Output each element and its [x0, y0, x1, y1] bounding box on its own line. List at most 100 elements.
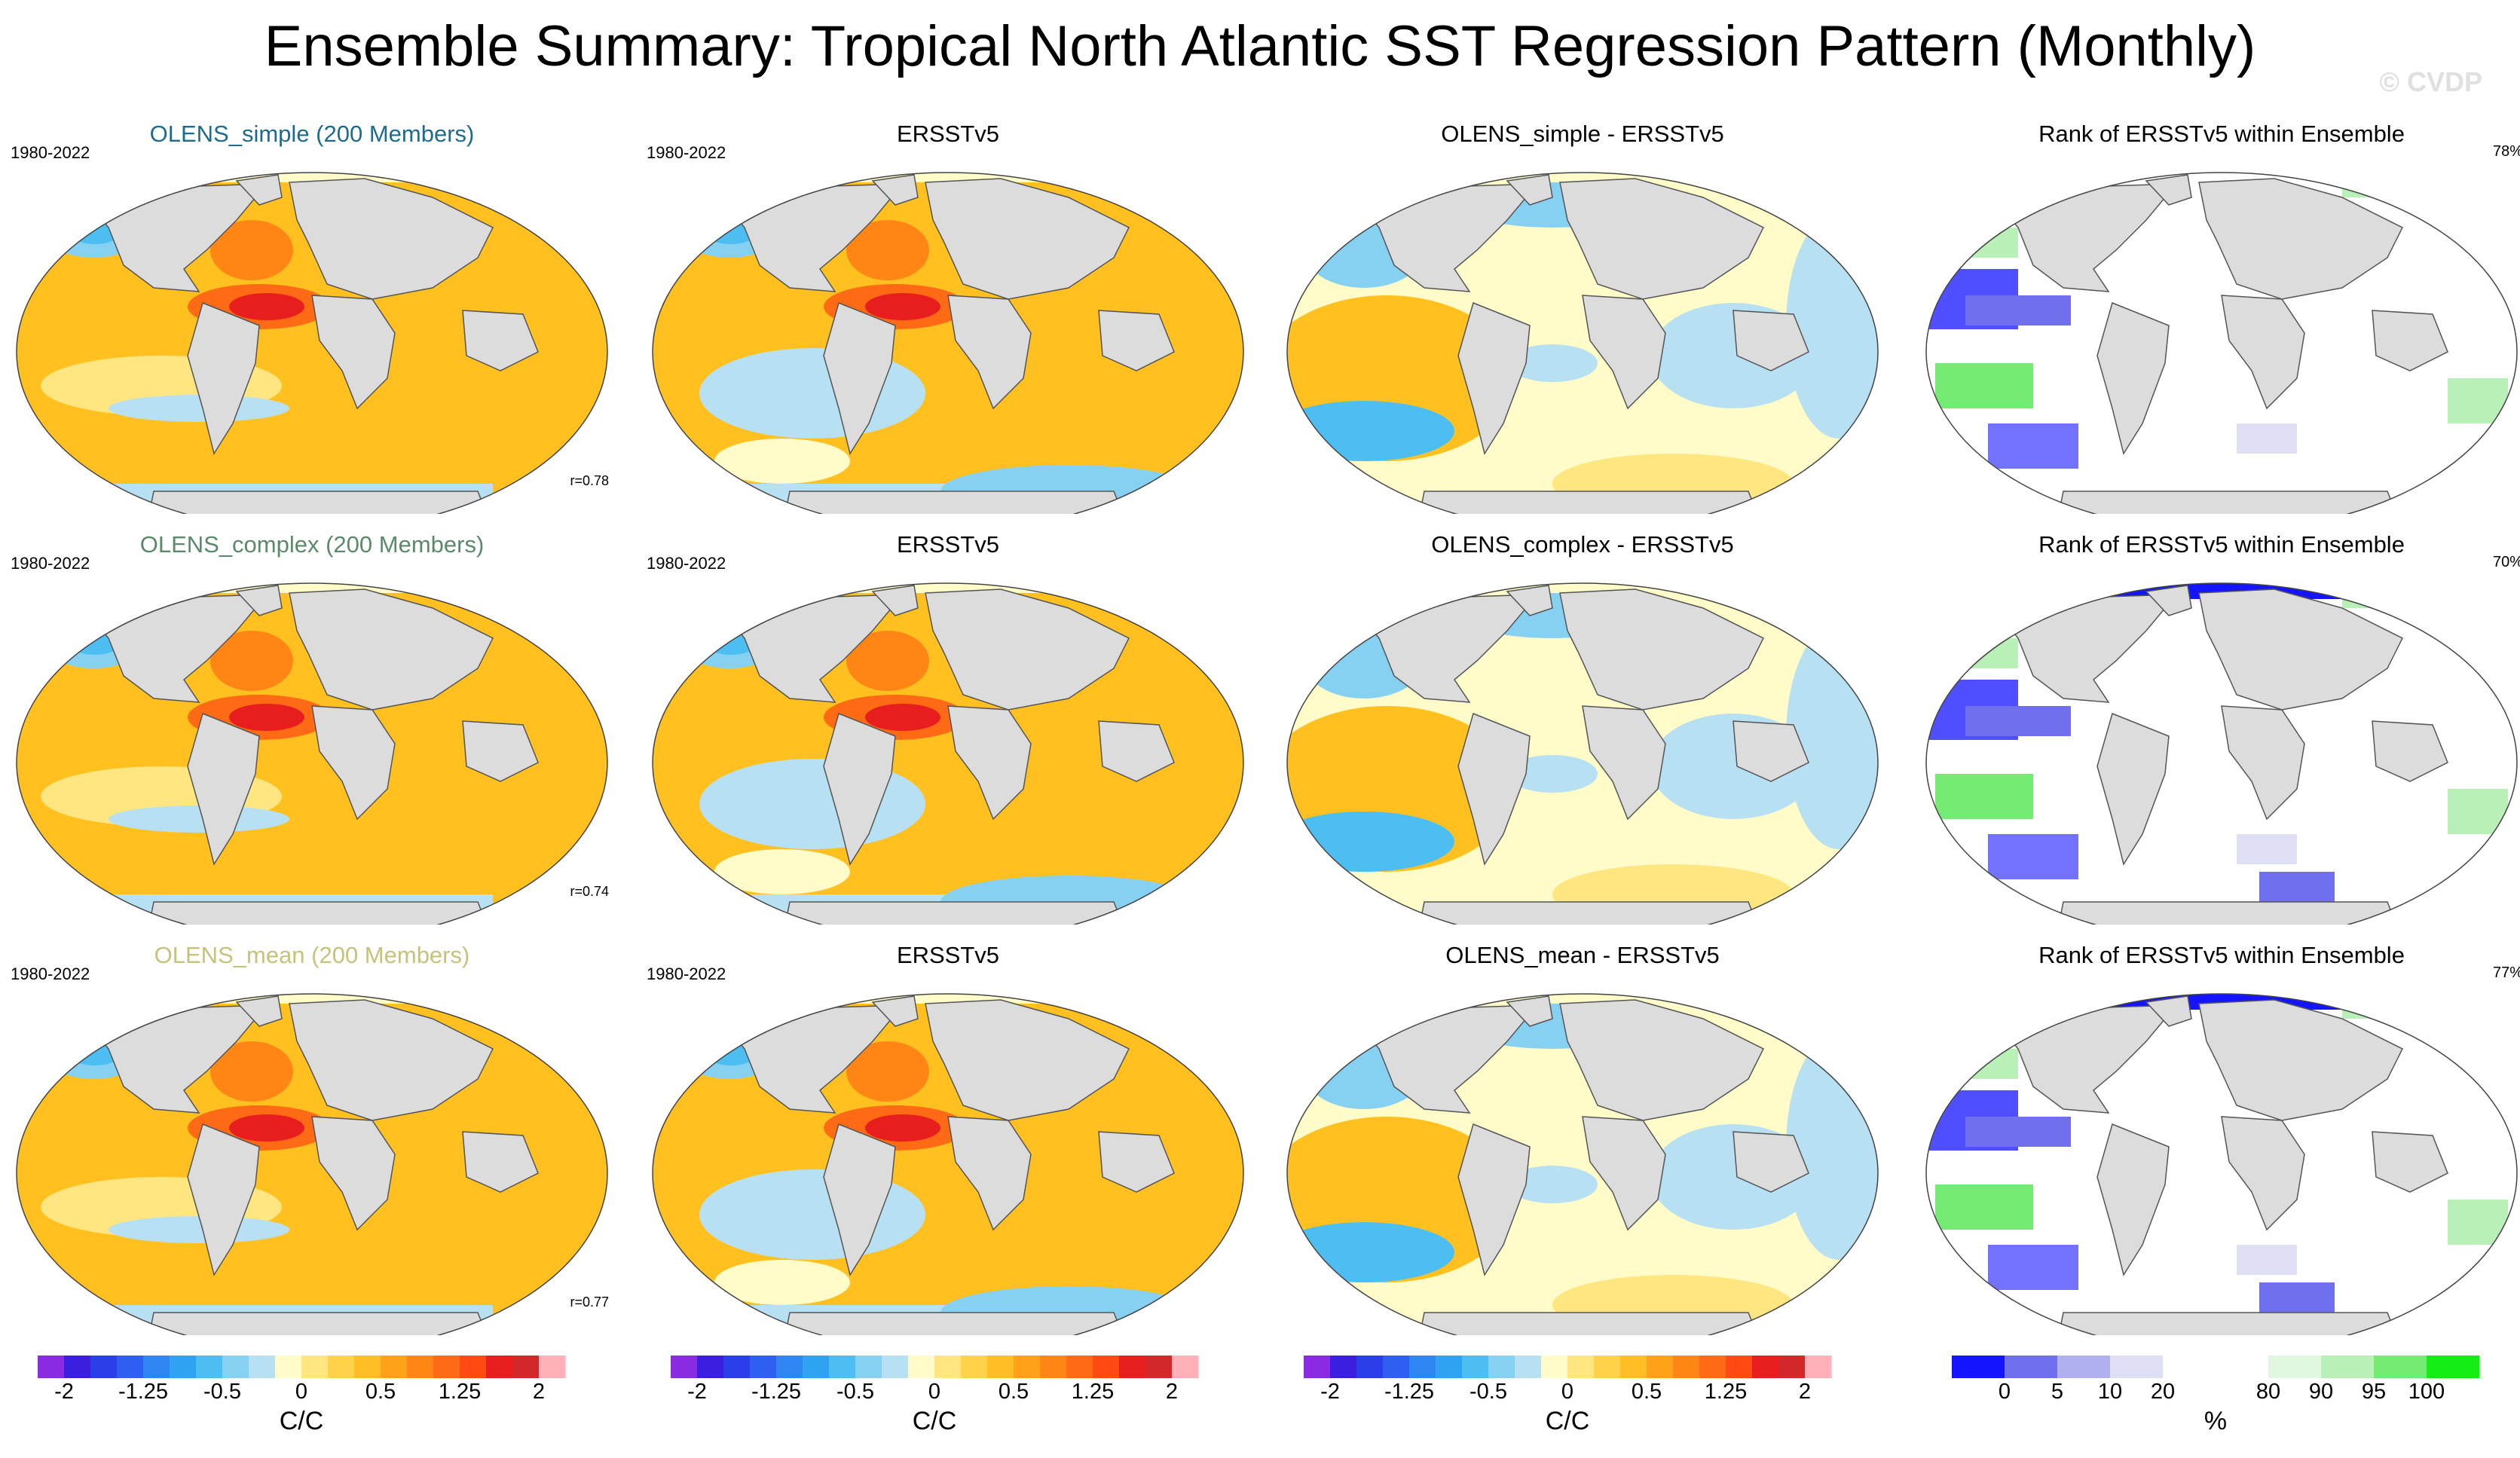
colorbar-unit: C/C — [279, 1407, 324, 1435]
colorbar-swatch — [2427, 1356, 2480, 1378]
colorbar-tick-label: 95 — [2361, 1380, 2387, 1404]
year-range: 1980-2022 — [11, 554, 90, 573]
colorbar-swatch — [2216, 1356, 2269, 1378]
sst-colorbar-1: -2 -1.25 -0.5 0 0.5 1.25 2 C/C — [30, 1353, 573, 1435]
world-map-obs — [652, 993, 1244, 1335]
colorbar-tick-label: 2 — [532, 1380, 546, 1404]
colorbar-swatch — [2005, 1356, 2058, 1378]
colorbar-swatch — [90, 1356, 118, 1378]
colorbar-swatch — [1383, 1356, 1410, 1378]
colorbar-swatch — [1673, 1356, 1700, 1378]
colorbar-swatch — [671, 1356, 698, 1378]
colorbar-swatch — [803, 1356, 830, 1378]
colorbar-swatch — [381, 1356, 408, 1378]
colorbar-swatch — [1462, 1356, 1489, 1378]
sst-colorbar-3: -2 -1.25 -0.5 0 0.5 1.25 2 C/C — [1296, 1353, 1839, 1435]
model-panel-row1: OLENS_simple (200 Members) 1980-2022 r=0.7… — [11, 121, 613, 527]
colorbar-swatch — [1952, 1356, 2005, 1378]
colorbar-swatch — [143, 1356, 170, 1378]
year-range: 1980-2022 — [647, 554, 726, 573]
colorbar-tick-label: 80 — [2255, 1380, 2281, 1404]
colorbar-swatch — [275, 1356, 302, 1378]
colorbar-swatch — [512, 1356, 540, 1378]
colorbar-swatch — [486, 1356, 513, 1378]
colorbar-swatch — [2110, 1356, 2164, 1378]
colorbar-swatch — [1330, 1356, 1357, 1378]
colorbar-unit: % — [2203, 1407, 2228, 1435]
colorbar-swatch — [1356, 1356, 1384, 1378]
world-map-rank — [1925, 993, 2518, 1335]
rank-panel-title: Rank of ERSSTv5 within Ensemble — [2038, 942, 2405, 968]
colorbar-swatch — [829, 1356, 856, 1378]
colorbar-swatch — [539, 1356, 566, 1378]
obs-panel-row2: ERSSTv5 1980-2022 — [647, 531, 1249, 938]
colorbar-swatch — [1436, 1356, 1463, 1378]
colorbar-swatch — [1699, 1356, 1726, 1378]
colorbar-tick-label: 5 — [2051, 1380, 2064, 1404]
colorbar-tick-label: 2 — [1798, 1380, 1812, 1404]
world-map-obs — [652, 582, 1244, 925]
colorbar-swatch — [987, 1356, 1014, 1378]
colorbar-tick-label: -0.5 — [836, 1380, 874, 1404]
model-panel-title: OLENS_simple (200 Members) — [149, 121, 475, 147]
rank-panel-title: Rank of ERSSTv5 within Ensemble — [2038, 531, 2405, 558]
world-map-rank — [1925, 582, 2518, 925]
colorbar-tick-label: 20 — [2150, 1380, 2176, 1404]
rank-percent: 70% — [2492, 554, 2520, 570]
colorbar-swatch — [1752, 1356, 1779, 1378]
colorbar-swatch — [1014, 1356, 1041, 1378]
rank-percent: 78% — [2492, 143, 2520, 160]
colorbar-swatch — [1172, 1356, 1199, 1378]
colorbar-swatch — [1805, 1356, 1832, 1378]
colorbar-tick-label: 0.5 — [998, 1380, 1029, 1404]
colorbar-tick-label: -1.25 — [118, 1380, 169, 1404]
model-panel-title: OLENS_complex (200 Members) — [139, 531, 485, 558]
diff-panel-title: OLENS_complex - ERSSTv5 — [1431, 531, 1734, 558]
colorbar-tick-label: 0.5 — [1631, 1380, 1662, 1404]
colorbar-swatch — [1620, 1356, 1647, 1378]
pattern-correlation: r=0.78 — [570, 473, 609, 488]
year-range: 1980-2022 — [647, 964, 726, 983]
colorbar-tick-label: 1.25 — [1704, 1380, 1748, 1404]
colorbar-unit: C/C — [1545, 1407, 1590, 1435]
obs-panel-title: ERSSTv5 — [896, 942, 1000, 968]
colorbar-tick-label: 0 — [295, 1380, 308, 1404]
colorbar-swatch — [1409, 1356, 1436, 1378]
rank-percent: 77% — [2492, 964, 2520, 981]
colorbar-swatch — [64, 1356, 91, 1378]
year-range: 1980-2022 — [647, 143, 726, 162]
obs-panel-title: ERSSTv5 — [896, 121, 1000, 147]
diff-panel-title: OLENS_mean - ERSSTv5 — [1445, 942, 1720, 968]
model-panel-row3: OLENS_mean (200 Members) 1980-2022 r=0.77 — [11, 942, 613, 1349]
colorbar-swatch — [1594, 1356, 1621, 1378]
colorbar-tick-label: 0.5 — [365, 1380, 396, 1404]
colorbar-swatch — [170, 1356, 197, 1378]
colorbar-tick-label: 1.25 — [438, 1380, 482, 1404]
world-map-obs — [652, 172, 1244, 514]
colorbar-swatch — [301, 1356, 329, 1378]
model-panel-row2: OLENS_complex (200 Members) 1980-2022 r=0.… — [11, 531, 613, 938]
colorbar-swatch — [750, 1356, 777, 1378]
rank-colorbar: 0 5 10 20 80 90 95 100 % — [1944, 1353, 2487, 1435]
diff-panel-row2: OLENS_complex - ERSSTv5 — [1281, 531, 1884, 938]
cvdp-watermark: © CVDP — [2379, 66, 2482, 97]
pattern-correlation: r=0.74 — [570, 884, 609, 899]
colorbar-swatch — [723, 1356, 751, 1378]
colorbar-swatch — [1488, 1356, 1515, 1378]
world-map-model — [16, 172, 608, 514]
colorbar-swatch — [1093, 1356, 1120, 1378]
world-map-diff — [1286, 993, 1879, 1335]
world-map-diff — [1286, 582, 1879, 925]
colorbar-tick-label: 1.25 — [1071, 1380, 1115, 1404]
rank-panel-row1: Rank of ERSSTv5 within Ensemble 78% — [1920, 121, 2520, 527]
colorbar-swatch — [433, 1356, 460, 1378]
colorbar-swatch — [1066, 1356, 1093, 1378]
colorbar-tick-label: -1.25 — [751, 1380, 802, 1404]
colorbar-tick-label: -0.5 — [203, 1380, 241, 1404]
colorbar-swatch — [1304, 1356, 1331, 1378]
colorbar-swatch — [222, 1356, 249, 1378]
colorbar-swatch — [354, 1356, 381, 1378]
diff-panel-title: OLENS_simple - ERSSTv5 — [1441, 121, 1724, 147]
obs-panel-row3: ERSSTv5 1980-2022 — [647, 942, 1249, 1349]
colorbar-tick-label: -2 — [1320, 1380, 1340, 1404]
